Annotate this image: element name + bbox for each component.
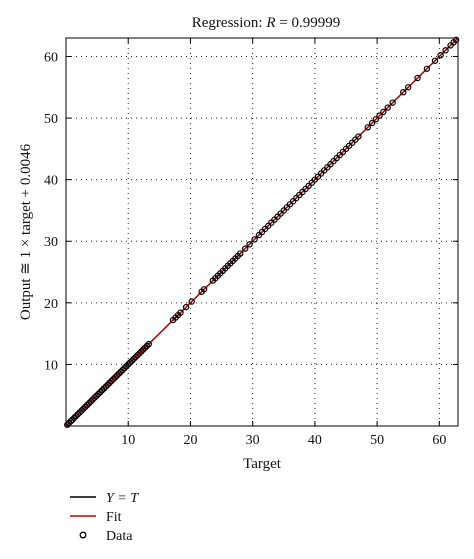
data-point bbox=[364, 124, 371, 131]
data-point bbox=[188, 298, 195, 305]
data-point bbox=[123, 363, 130, 370]
y-tick-label: 10 bbox=[44, 358, 58, 373]
x-tick-label: 20 bbox=[183, 433, 197, 448]
data-point bbox=[110, 375, 117, 383]
y-tick-label: 50 bbox=[44, 112, 58, 127]
data-point bbox=[97, 388, 104, 396]
data-point bbox=[78, 407, 85, 414]
data-point bbox=[134, 351, 141, 359]
reference-lines bbox=[65, 37, 459, 427]
legend-data-label: Data bbox=[106, 529, 133, 544]
data-point bbox=[141, 344, 149, 351]
data-points bbox=[64, 36, 460, 428]
data-point bbox=[121, 364, 128, 372]
data-point bbox=[72, 412, 80, 420]
x-tick-label: 40 bbox=[308, 433, 322, 448]
x-axis-title: Target bbox=[243, 456, 282, 472]
data-point bbox=[70, 414, 78, 422]
y-tick-label: 20 bbox=[44, 297, 58, 312]
data-point bbox=[93, 392, 100, 400]
data-point bbox=[145, 340, 152, 348]
data-point bbox=[241, 245, 249, 252]
data-point bbox=[64, 421, 71, 428]
data-point bbox=[128, 357, 136, 364]
data-point bbox=[85, 400, 93, 407]
data-point bbox=[200, 286, 208, 293]
data-point bbox=[372, 116, 380, 123]
legend-identity-label: Y = T bbox=[106, 491, 139, 506]
data-point bbox=[442, 47, 449, 54]
x-tick-label: 50 bbox=[370, 433, 384, 448]
data-point bbox=[384, 104, 391, 111]
chart-title: Regression: R = 0.99999 bbox=[192, 15, 340, 31]
y-axis-title: Output ≅ 1 × target + 0.0046 bbox=[18, 143, 34, 320]
data-point bbox=[143, 342, 151, 350]
data-point bbox=[437, 52, 444, 59]
data-point bbox=[431, 57, 439, 64]
data-point bbox=[132, 353, 139, 361]
data-point bbox=[400, 88, 407, 96]
data-point bbox=[115, 370, 123, 377]
data-point bbox=[102, 383, 110, 390]
data-point bbox=[138, 348, 145, 355]
data-point bbox=[87, 398, 95, 405]
data-point bbox=[113, 372, 121, 379]
data-point bbox=[91, 394, 98, 401]
legend-data-marker bbox=[79, 531, 87, 539]
data-point bbox=[251, 236, 258, 243]
data-point bbox=[130, 355, 138, 363]
data-point bbox=[405, 84, 412, 91]
data-point bbox=[98, 387, 106, 394]
data-point bbox=[74, 411, 82, 418]
x-tick-label: 10 bbox=[121, 433, 135, 448]
data-point bbox=[125, 361, 132, 368]
data-point bbox=[376, 112, 383, 119]
data-point bbox=[117, 368, 124, 376]
data-point bbox=[182, 303, 190, 311]
legend: Y = T Fit Data bbox=[70, 491, 139, 544]
data-point bbox=[177, 309, 184, 316]
data-point bbox=[119, 366, 126, 374]
data-point bbox=[237, 250, 244, 257]
data-point bbox=[368, 119, 376, 127]
x-tick-label: 30 bbox=[246, 433, 260, 448]
data-point bbox=[108, 377, 115, 385]
data-point bbox=[139, 346, 147, 353]
data-point bbox=[76, 409, 83, 416]
y-tick-label: 60 bbox=[44, 50, 58, 65]
data-point bbox=[355, 133, 362, 140]
data-point bbox=[69, 416, 76, 424]
data-point bbox=[111, 374, 119, 381]
data-point bbox=[136, 350, 143, 357]
data-point bbox=[83, 401, 91, 409]
data-point bbox=[380, 108, 387, 116]
data-point bbox=[414, 74, 421, 82]
y-tick-label: 30 bbox=[44, 235, 58, 250]
data-point bbox=[126, 359, 134, 366]
data-point bbox=[389, 99, 396, 106]
data-point bbox=[100, 385, 108, 392]
axis-ticks: 10 20 30 40 50 60 10 20 30 40 50 60 bbox=[44, 38, 458, 448]
x-tick-label: 60 bbox=[432, 433, 446, 448]
fit-line bbox=[65, 37, 459, 427]
data-point bbox=[95, 390, 102, 398]
data-point bbox=[80, 405, 87, 412]
data-point bbox=[423, 65, 431, 72]
data-point bbox=[82, 403, 89, 411]
data-point bbox=[452, 36, 460, 44]
legend-fit-label: Fit bbox=[106, 510, 122, 525]
data-point bbox=[106, 379, 113, 387]
y-tick-label: 40 bbox=[44, 174, 58, 189]
data-point bbox=[89, 396, 96, 403]
data-point bbox=[104, 381, 111, 388]
data-point bbox=[246, 241, 253, 248]
